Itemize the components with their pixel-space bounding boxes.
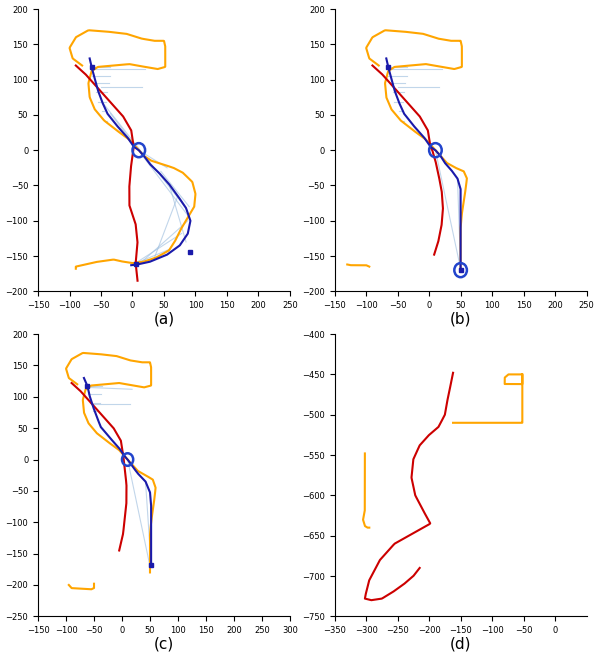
X-axis label: (a): (a): [154, 311, 175, 327]
X-axis label: (c): (c): [154, 637, 174, 652]
X-axis label: (b): (b): [450, 311, 472, 327]
X-axis label: (d): (d): [450, 637, 472, 652]
